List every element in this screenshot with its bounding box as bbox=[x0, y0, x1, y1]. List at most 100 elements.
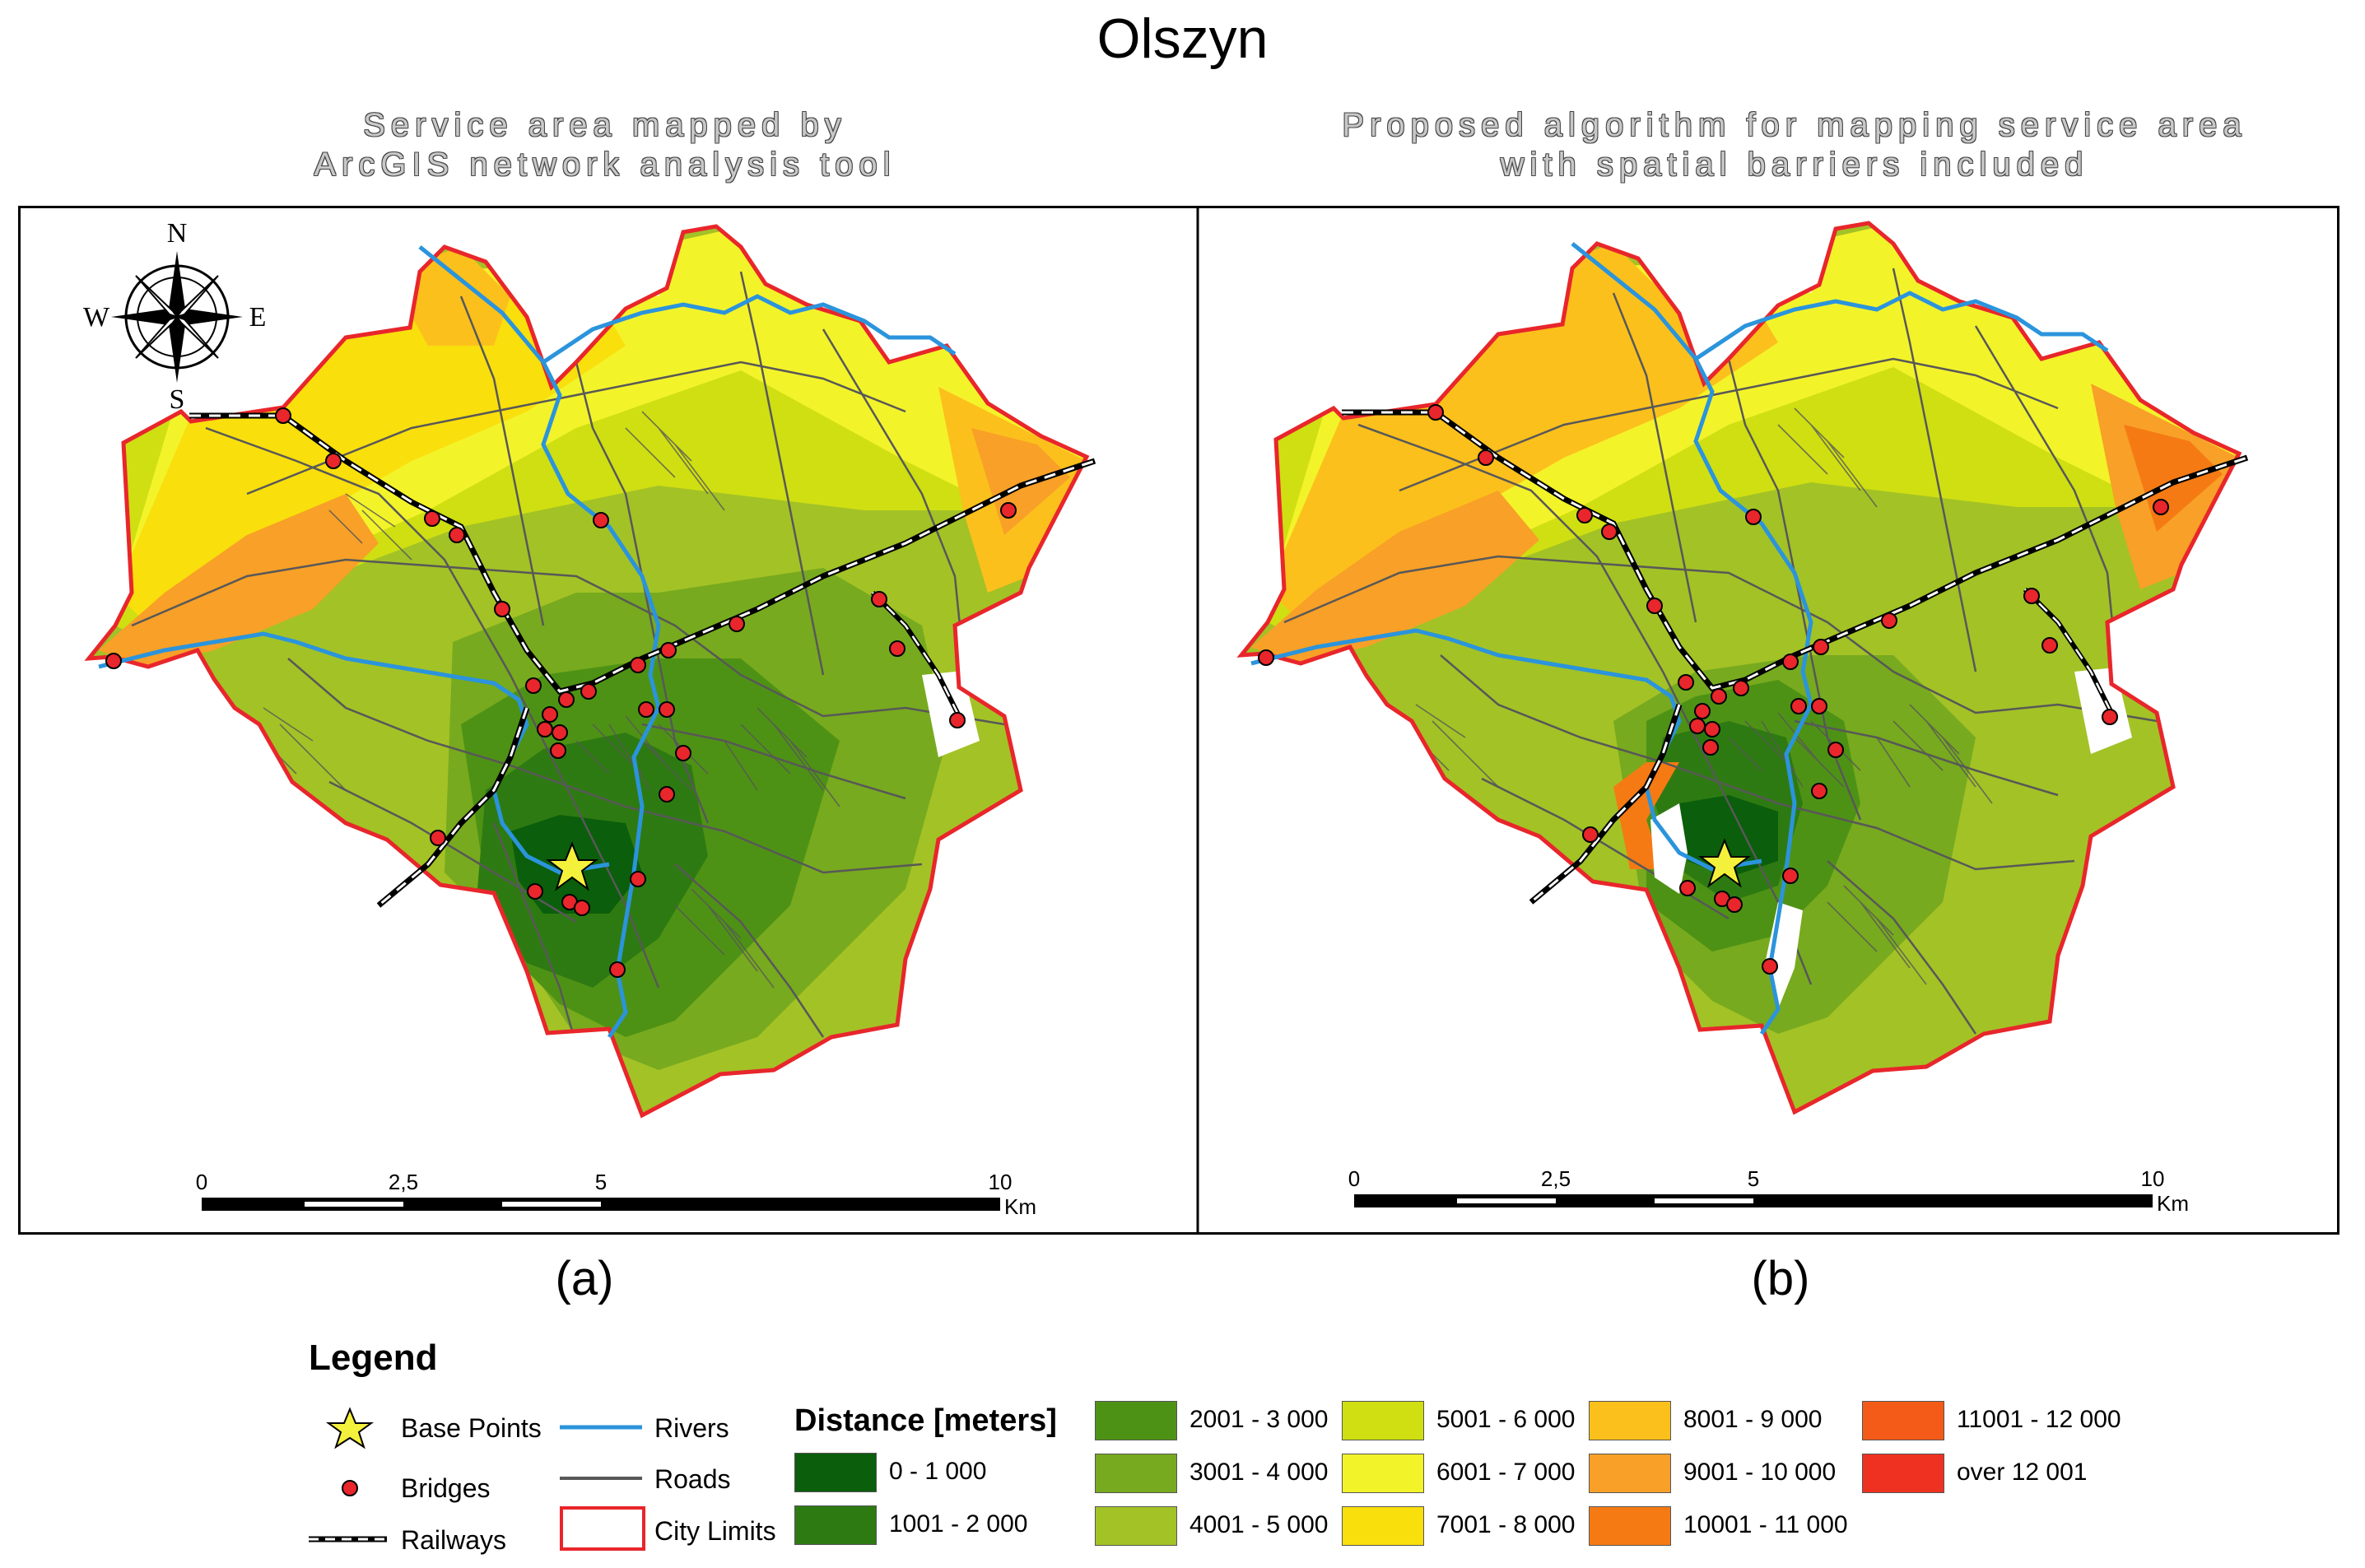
distance-swatch bbox=[1862, 1454, 1944, 1493]
distance-class-label: 10001 - 11 000 bbox=[1683, 1511, 1848, 1538]
legend-title: Legend bbox=[309, 1338, 438, 1378]
minor-roads-a bbox=[246, 411, 840, 989]
distance-swatch bbox=[1589, 1401, 1671, 1440]
bridge-marker bbox=[275, 407, 291, 424]
legend-base-points-label: Base Points bbox=[401, 1413, 542, 1443]
scale-label-10: 10 bbox=[2141, 1166, 2165, 1191]
distance-legend-title: Distance [meters] bbox=[794, 1403, 1057, 1438]
bridge-marker bbox=[552, 724, 568, 741]
bridge-marker bbox=[542, 706, 558, 723]
bridge-marker bbox=[1679, 880, 1696, 896]
distance-class-label: 4001 - 5 000 bbox=[1189, 1511, 1329, 1538]
legend-roads-label: Roads bbox=[654, 1464, 731, 1494]
bridge-marker bbox=[2023, 588, 2040, 604]
bridge-marker bbox=[1582, 826, 1599, 843]
distance-swatch bbox=[794, 1505, 877, 1545]
scale-label-2-5: 2,5 bbox=[389, 1170, 418, 1194]
distance-class-label: 5001 - 6 000 bbox=[1436, 1406, 1576, 1433]
bridge-marker bbox=[630, 657, 646, 673]
bridge-marker bbox=[660, 642, 677, 658]
bridge-marker bbox=[1711, 688, 1727, 705]
rivers-b bbox=[1250, 242, 2109, 1035]
bridge-marker bbox=[558, 691, 575, 708]
scale-label-5: 5 bbox=[595, 1170, 607, 1194]
bridge-marker bbox=[1782, 654, 1799, 670]
compass-rose: N S E W bbox=[83, 218, 266, 415]
distance-class-label: 11001 - 12 000 bbox=[1957, 1406, 2121, 1433]
bridge-marker bbox=[527, 883, 543, 900]
bridge-marker bbox=[105, 653, 122, 669]
bridge-marker bbox=[1427, 404, 1444, 421]
map-frame bbox=[18, 206, 2339, 1235]
minor-roads-b bbox=[1399, 407, 1993, 985]
bridge-marker bbox=[580, 683, 597, 700]
base-point-star-a bbox=[546, 841, 598, 891]
subtitle-b-line-2: with spatial barriers included bbox=[1500, 147, 2089, 183]
bridge-marker bbox=[1811, 783, 1827, 799]
bridge-marker bbox=[449, 527, 465, 543]
bridge-marker bbox=[659, 786, 675, 803]
bridge-marker bbox=[1258, 649, 1274, 666]
distance-class-label: 2001 - 3 000 bbox=[1189, 1406, 1329, 1433]
bridge-marker bbox=[430, 830, 446, 846]
map-panel-a: N S E W 0 2,5 5 10 Km bbox=[83, 218, 1096, 1219]
subtitle-b-line-1: Proposed algorithm for mapping service a… bbox=[1342, 107, 2247, 143]
bridge-marker bbox=[638, 701, 654, 718]
bridges-b bbox=[1258, 404, 2169, 975]
legend-railways-label: Railways bbox=[401, 1525, 507, 1555]
distance-class-label: 6001 - 7 000 bbox=[1436, 1459, 1576, 1486]
distance-class-label: 3001 - 4 000 bbox=[1189, 1459, 1329, 1486]
bridge-marker bbox=[1811, 698, 1827, 714]
bridge-marker bbox=[630, 871, 646, 887]
distance-class-label: 7001 - 8 000 bbox=[1436, 1511, 1576, 1538]
bridge-marker bbox=[1745, 509, 1762, 525]
caption-a: (a) bbox=[555, 1252, 614, 1305]
legend-star-icon bbox=[325, 1407, 375, 1449]
distance-class-label: 0 - 1 000 bbox=[889, 1458, 987, 1485]
scale-unit: Km bbox=[2157, 1191, 2189, 1216]
bridge-marker bbox=[871, 591, 887, 607]
bridge-marker bbox=[949, 712, 966, 728]
bridge-marker bbox=[2102, 709, 2118, 725]
distance-class-label: 1001 - 2 000 bbox=[889, 1510, 1028, 1538]
legend-city-limits-label: City Limits bbox=[654, 1516, 776, 1546]
scale-label-10: 10 bbox=[989, 1170, 1013, 1194]
bridges-a bbox=[105, 407, 1017, 978]
scale-label-0: 0 bbox=[196, 1170, 207, 1194]
bridge-marker bbox=[593, 512, 609, 528]
no-data-area bbox=[617, 239, 675, 296]
distance-class-label: 9001 - 10 000 bbox=[1683, 1459, 1837, 1486]
bridge-marker bbox=[2041, 637, 2058, 654]
bridge-marker bbox=[729, 616, 745, 632]
city-limits-b bbox=[1236, 221, 2242, 1115]
bridge-marker bbox=[1702, 739, 1719, 756]
compass-w: W bbox=[83, 302, 110, 333]
bridge-marker bbox=[1601, 523, 1618, 540]
distance-swatch bbox=[1095, 1454, 1177, 1493]
legend-bridges-label: Bridges bbox=[401, 1473, 491, 1503]
scalebar-b: 0 2,5 5 10 Km bbox=[1348, 1166, 2189, 1216]
compass-s: S bbox=[170, 384, 185, 415]
bridge-marker bbox=[659, 701, 675, 718]
compass-n: N bbox=[167, 218, 188, 249]
city-limits-a bbox=[84, 224, 1090, 1119]
no-data-area bbox=[1770, 235, 1827, 293]
railways-b bbox=[1342, 409, 2249, 905]
bridge-marker bbox=[325, 453, 342, 469]
distance-class-label: over 12 001 bbox=[1957, 1459, 2088, 1486]
bridge-marker bbox=[1813, 639, 1829, 655]
bridge-marker bbox=[1881, 612, 1897, 629]
bridge-marker bbox=[1762, 958, 1778, 975]
compass-e: E bbox=[249, 302, 267, 333]
legend-city-limits-icon bbox=[560, 1506, 645, 1551]
bridge-marker bbox=[1576, 507, 1593, 523]
distance-swatch bbox=[1095, 1401, 1177, 1440]
distance-swatch bbox=[1589, 1454, 1671, 1493]
bridge-marker bbox=[1646, 598, 1663, 614]
bridge-marker bbox=[1726, 896, 1743, 913]
bridge-marker bbox=[1678, 674, 1694, 691]
legend-rivers-label: Rivers bbox=[654, 1413, 729, 1443]
distance-swatch bbox=[1862, 1401, 1944, 1440]
bridge-marker bbox=[1694, 703, 1711, 719]
